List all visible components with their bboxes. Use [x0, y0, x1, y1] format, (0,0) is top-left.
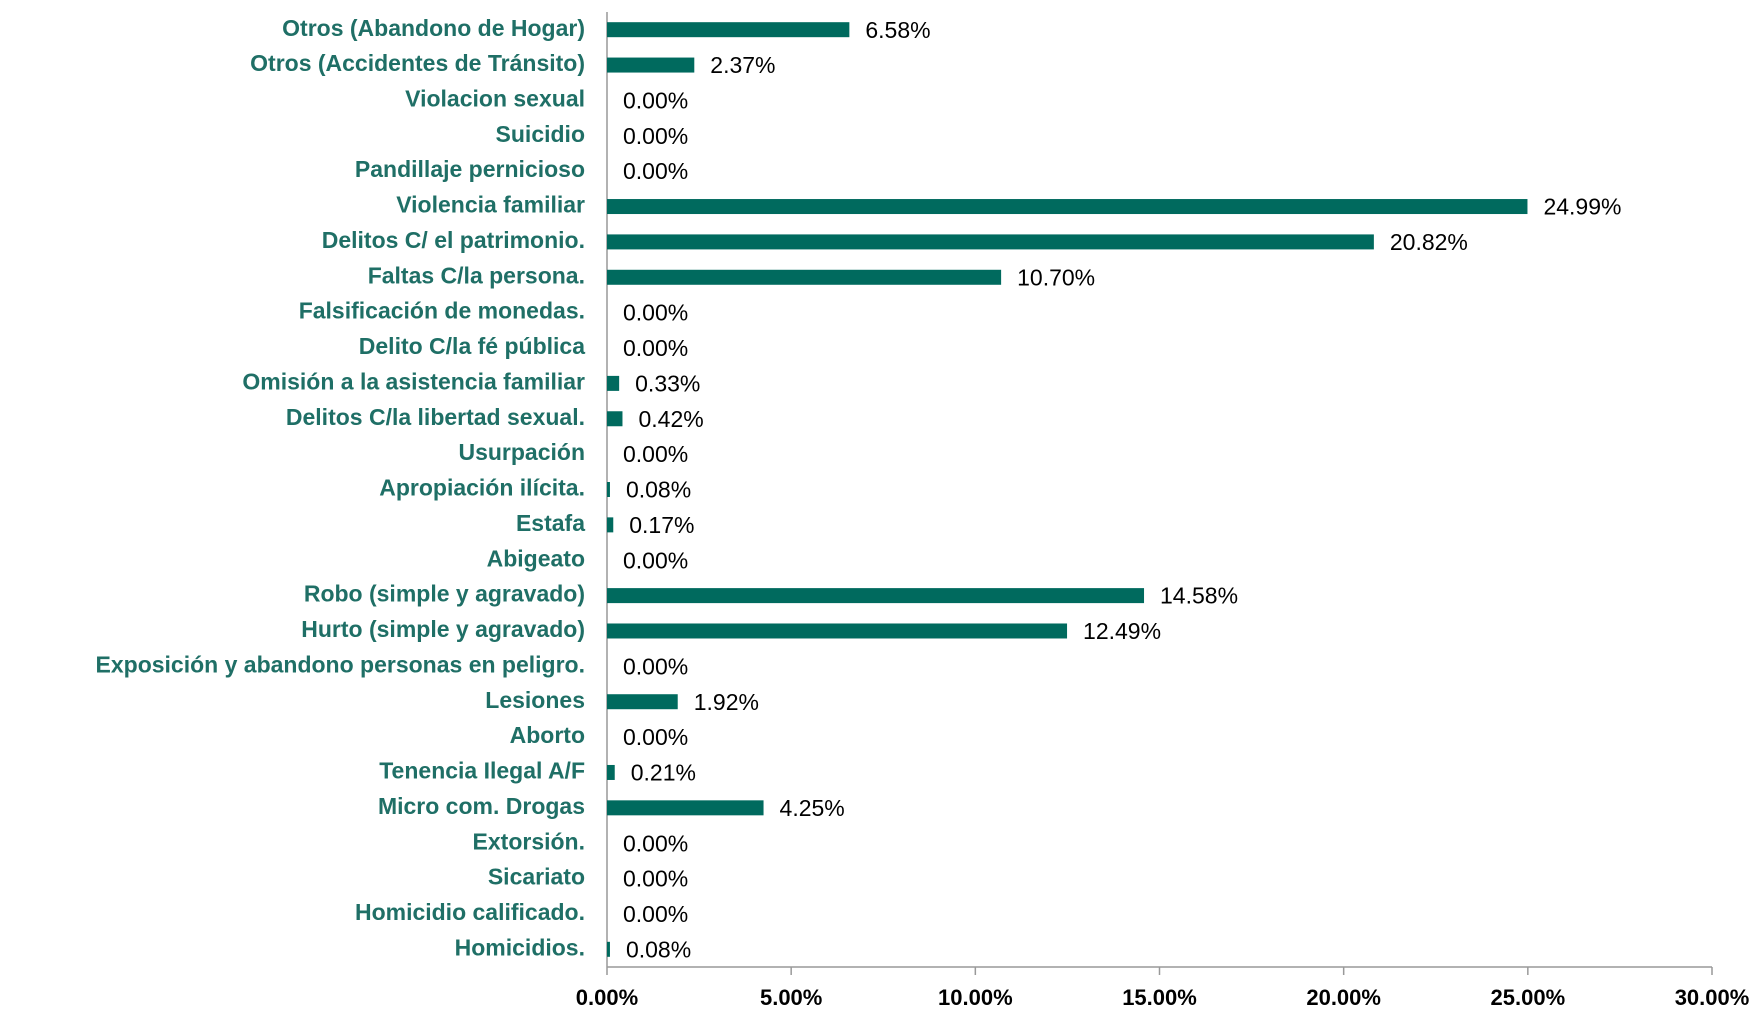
- bar: [607, 375, 620, 391]
- bar: [607, 22, 850, 38]
- value-label: 0.00%: [623, 441, 688, 467]
- bar: [607, 800, 764, 816]
- bar: [607, 588, 1145, 604]
- category-label: Usurpación: [458, 439, 585, 465]
- bar: [607, 269, 1002, 285]
- category-label: Otros (Abandono de Hogar): [282, 15, 585, 41]
- x-tick-label: 25.00%: [1491, 985, 1566, 1010]
- value-label: 0.00%: [623, 88, 688, 114]
- value-label: 0.00%: [623, 300, 688, 326]
- value-label: 0.00%: [623, 830, 688, 856]
- category-label: Violacion sexual: [405, 86, 585, 112]
- value-label: 0.42%: [638, 406, 703, 432]
- value-label: 0.21%: [631, 760, 696, 786]
- bar: [607, 517, 614, 533]
- category-label: Micro com. Drogas: [378, 793, 585, 819]
- value-label: 14.58%: [1160, 583, 1238, 609]
- category-label: Estafa: [516, 510, 585, 536]
- value-label: 2.37%: [710, 52, 775, 78]
- category-label: Tenencia Ilegal A/F: [379, 758, 585, 784]
- category-label: Homicidios.: [455, 934, 585, 960]
- bar: [607, 764, 615, 780]
- value-label: 0.00%: [623, 653, 688, 679]
- bar: [607, 482, 610, 497]
- x-tick-label: 10.00%: [938, 985, 1013, 1010]
- bar: [607, 941, 610, 957]
- category-label: Suicidio: [496, 121, 585, 147]
- category-label: Violencia familiar: [396, 192, 585, 218]
- category-label: Faltas C/la persona.: [368, 262, 585, 288]
- bar: [607, 623, 1068, 639]
- value-label: 0.33%: [635, 370, 700, 396]
- bar: [607, 199, 1528, 215]
- category-label: Lesiones: [485, 687, 585, 713]
- x-tick-label: 15.00%: [1122, 985, 1197, 1010]
- value-label: 10.70%: [1017, 264, 1095, 290]
- value-label: 0.08%: [626, 477, 691, 503]
- category-label: Omisión a la asistencia familiar: [242, 368, 585, 394]
- value-label: 4.25%: [780, 795, 845, 821]
- category-label: Delitos C/ el patrimonio.: [322, 227, 585, 253]
- value-label: 0.00%: [623, 547, 688, 573]
- bar: [607, 57, 695, 73]
- bar: [607, 694, 678, 710]
- value-label: 12.49%: [1083, 618, 1161, 644]
- x-tick-label: 0.00%: [576, 985, 638, 1010]
- value-label: 0.00%: [623, 724, 688, 750]
- category-label: Aborto: [510, 722, 585, 748]
- category-label: Abigeato: [487, 545, 585, 571]
- category-label: Hurto (simple y agravado): [301, 616, 585, 642]
- value-label: 0.00%: [623, 866, 688, 892]
- value-label: 0.08%: [626, 936, 691, 962]
- category-label: Exposición y abandono personas en peligr…: [96, 651, 585, 677]
- category-label: Otros (Accidentes de Tránsito): [250, 50, 585, 76]
- value-label: 0.00%: [623, 335, 688, 361]
- category-label: Delito C/la fé pública: [359, 333, 585, 359]
- value-label: 0.00%: [623, 901, 688, 927]
- value-label: 24.99%: [1543, 194, 1621, 220]
- x-tick-label: 20.00%: [1306, 985, 1381, 1010]
- value-label: 20.82%: [1390, 229, 1468, 255]
- bar: [607, 411, 623, 427]
- x-tick-label: 30.00%: [1675, 985, 1750, 1010]
- category-label: Falsificación de monedas.: [299, 298, 585, 324]
- category-label: Pandillaje pernicioso: [355, 156, 585, 182]
- category-label: Homicidio calificado.: [355, 899, 585, 925]
- value-label: 1.92%: [694, 689, 759, 715]
- value-label: 0.00%: [623, 158, 688, 184]
- bar: [607, 234, 1374, 250]
- category-label: Delitos C/la libertad sexual.: [286, 404, 585, 430]
- category-label: Extorsión.: [473, 828, 585, 854]
- category-label: Sicariato: [488, 864, 585, 890]
- category-label: Apropiación ilícita.: [379, 475, 585, 501]
- value-label: 0.00%: [623, 123, 688, 149]
- value-label: 6.58%: [865, 17, 930, 43]
- x-tick-label: 5.00%: [760, 985, 822, 1010]
- value-label: 0.17%: [629, 512, 694, 538]
- category-label: Robo (simple y agravado): [304, 581, 585, 607]
